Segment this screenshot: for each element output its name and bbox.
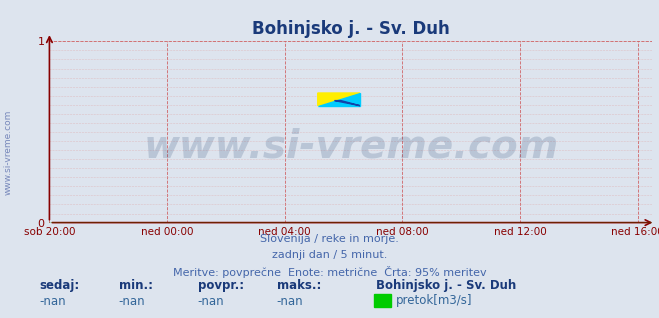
Text: -nan: -nan (277, 295, 303, 308)
Text: min.:: min.: (119, 280, 153, 292)
Text: Meritve: povprečne  Enote: metrične  Črta: 95% meritev: Meritve: povprečne Enote: metrične Črta:… (173, 266, 486, 278)
Text: Slovenija / reke in morje.: Slovenija / reke in morje. (260, 234, 399, 244)
Polygon shape (318, 93, 360, 106)
Text: -nan: -nan (198, 295, 224, 308)
Text: www.si-vreme.com: www.si-vreme.com (3, 110, 13, 195)
Text: -nan: -nan (40, 295, 66, 308)
Text: Bohinjsko j. - Sv. Duh: Bohinjsko j. - Sv. Duh (376, 280, 516, 292)
Text: sedaj:: sedaj: (40, 280, 80, 292)
Text: -nan: -nan (119, 295, 145, 308)
Polygon shape (318, 93, 360, 106)
Text: maks.:: maks.: (277, 280, 321, 292)
Title: Bohinjsko j. - Sv. Duh: Bohinjsko j. - Sv. Duh (252, 20, 450, 38)
Text: zadnji dan / 5 minut.: zadnji dan / 5 minut. (272, 250, 387, 259)
Text: povpr.:: povpr.: (198, 280, 244, 292)
Text: pretok[m3/s]: pretok[m3/s] (395, 294, 472, 307)
Text: www.si-vreme.com: www.si-vreme.com (143, 128, 559, 165)
Polygon shape (335, 100, 360, 106)
